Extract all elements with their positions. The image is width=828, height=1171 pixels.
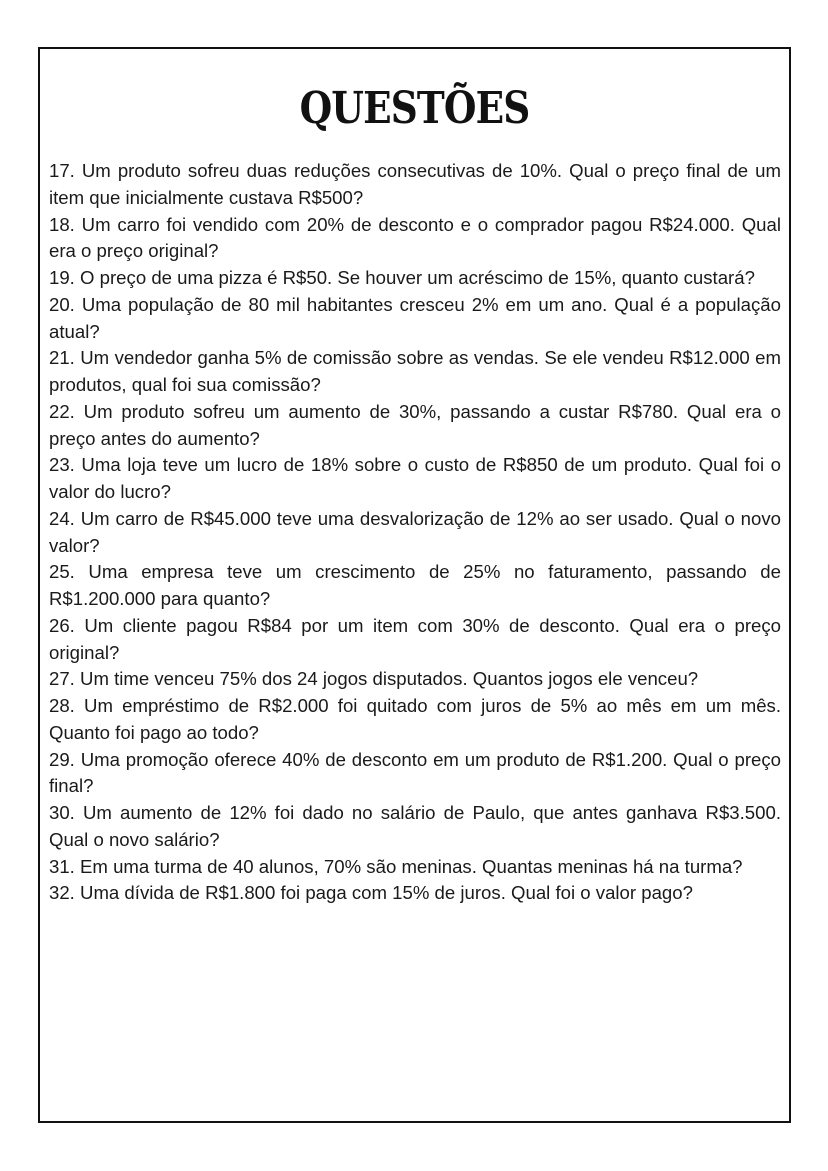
question-item: 18. Um carro foi vendido com 20% de desc…: [49, 213, 781, 262]
page-title: QUESTÕES: [299, 83, 531, 134]
page-frame: QUESTÕES 17. Um produto sofreu duas redu…: [38, 47, 791, 1123]
question-item: 25. Uma empresa teve um crescimento de 2…: [49, 561, 781, 609]
question-item: 21. Um vendedor ganha 5% de comissão sob…: [49, 347, 781, 395]
question-item: 26. Um cliente pagou R$84 por um item co…: [49, 614, 781, 663]
question-item: 19. O preço de uma pizza é R$50. Se houv…: [49, 267, 755, 288]
question-item: 17. Um produto sofreu duas reduções cons…: [49, 160, 781, 208]
question-item: 28. Um empréstimo de R$2.000 foi quitado…: [49, 695, 781, 743]
question-item: 27. Um time venceu 75% dos 24 jogos disp…: [49, 668, 699, 690]
question-item: 22. Um produto sofreu um aumento de 30%,…: [49, 400, 781, 449]
question-list: 17. Um produto sofreu duas reduções cons…: [49, 158, 781, 907]
question-item: 30. Um aumento de 12% foi dado no salári…: [49, 802, 781, 850]
question-item: 24. Um carro de R$45.000 teve uma desval…: [49, 507, 781, 556]
question-item: 32. Uma dívida de R$1.800 foi paga com 1…: [49, 882, 693, 904]
question-item: 31. Em uma turma de 40 alunos, 70% são m…: [49, 855, 743, 877]
question-item: 20. Uma população de 80 mil habitantes c…: [49, 293, 781, 342]
question-item: 29. Uma promoção oferece 40% de desconto…: [49, 748, 781, 797]
question-item: 23. Uma loja teve um lucro de 18% sobre …: [49, 454, 781, 502]
